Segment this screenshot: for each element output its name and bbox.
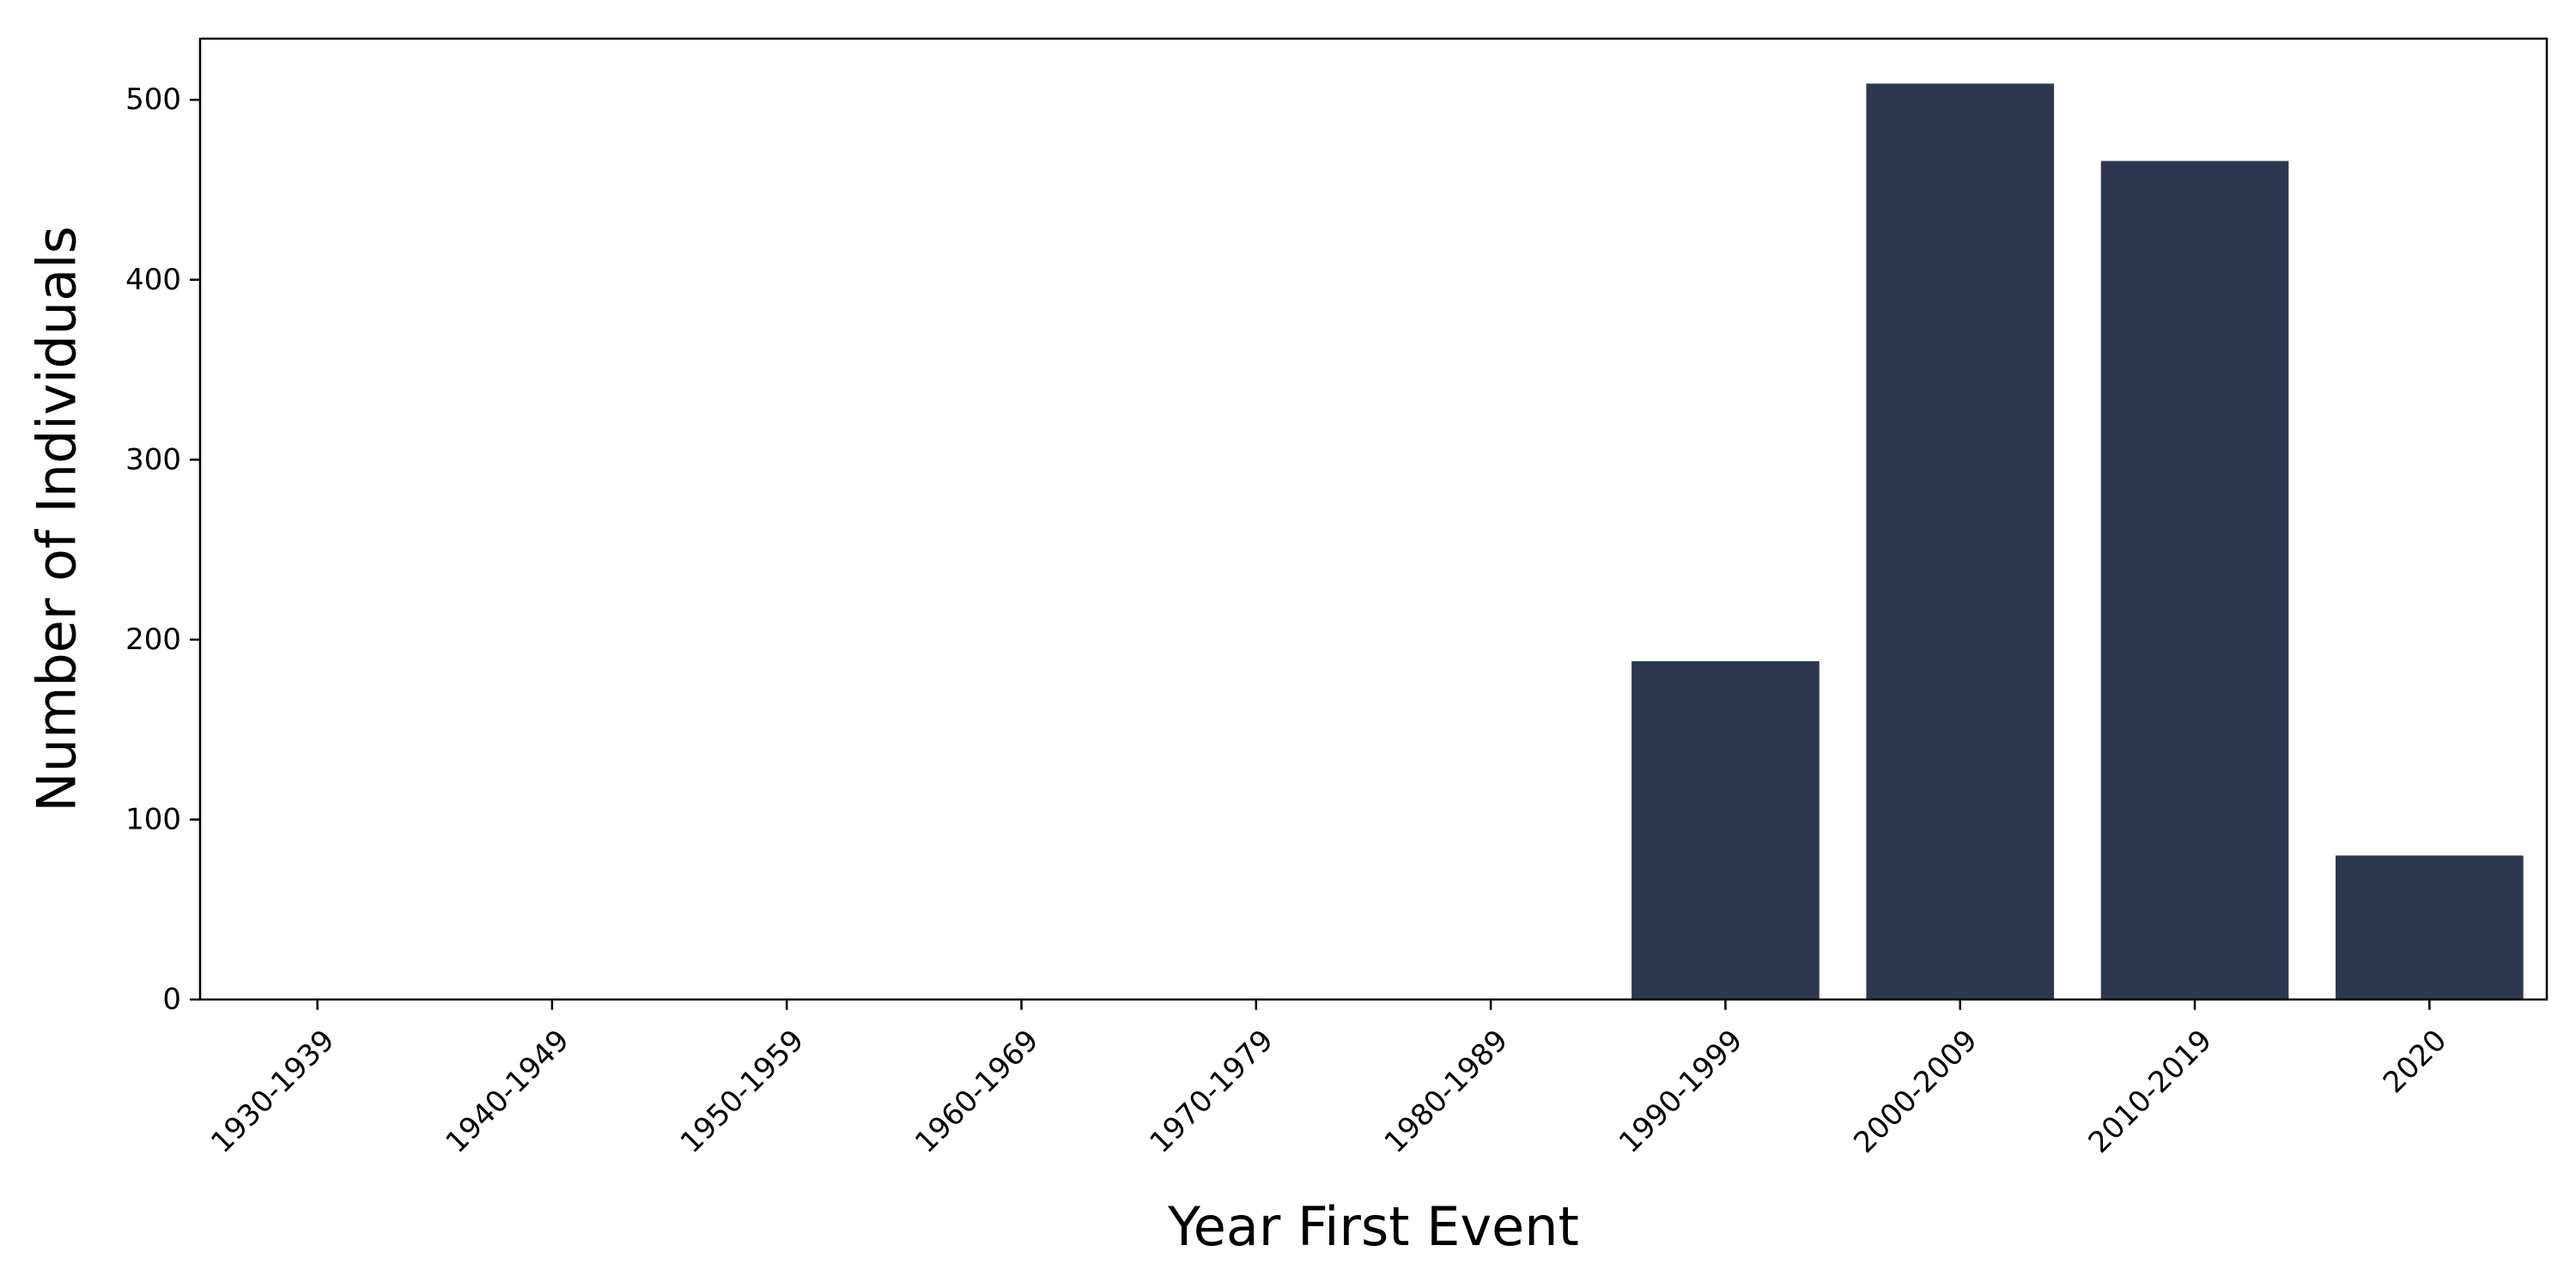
- x-tick-label: 1940-1949: [440, 1024, 576, 1160]
- y-axis-label: Number of Individuals: [26, 226, 88, 811]
- bar: [2336, 855, 2524, 999]
- y-tick-label: 400: [125, 263, 181, 297]
- bars-group: [1631, 83, 2524, 999]
- bar: [1866, 83, 2055, 999]
- x-tick-label: 2020: [2377, 1024, 2453, 1100]
- x-tick-label: 2010-2019: [2082, 1024, 2219, 1160]
- bar: [1631, 661, 1820, 999]
- y-tick-label: 300: [125, 442, 181, 477]
- y-tick-label: 0: [162, 982, 181, 1017]
- x-axis-ticks: 1930-1939 1940-1949 1950-1959 1960-1969 1970…: [204, 999, 2453, 1160]
- y-tick-label: 100: [125, 802, 181, 836]
- bar: [2100, 161, 2289, 999]
- x-tick-label: 1930-1939: [204, 1024, 341, 1160]
- x-tick-label: 1990-1999: [1613, 1024, 1749, 1160]
- x-tick-label: 1960-1969: [908, 1024, 1045, 1160]
- x-tick-label: 1980-1989: [1378, 1024, 1515, 1160]
- x-tick-label: 2000-2009: [1847, 1024, 1984, 1160]
- plot-area-frame: [198, 37, 2549, 1001]
- x-tick-label: 1970-1979: [1143, 1024, 1279, 1160]
- x-axis-label: Year First Event: [1167, 1195, 1579, 1258]
- y-axis-ticks: 0 100 200 300 400 500: [125, 82, 200, 1017]
- x-tick-label: 1950-1959: [674, 1024, 811, 1160]
- y-tick-label: 200: [125, 623, 181, 657]
- y-tick-label: 500: [125, 82, 181, 117]
